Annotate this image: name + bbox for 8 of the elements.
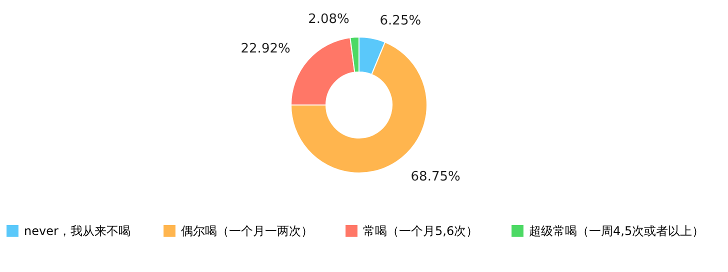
legend-label: never，我从来不喝 — [24, 224, 130, 238]
data-label: 6.25% — [380, 14, 422, 29]
data-label: 68.75% — [410, 170, 460, 185]
legend-label: 偶尔喝（一个月一两次） — [181, 224, 313, 238]
data-label: 22.92% — [240, 41, 290, 56]
legend-label: 常喝（一个月5,6次） — [363, 224, 478, 238]
data-label: 2.08% — [308, 12, 350, 28]
legend-label: 超级常喝（一周4,5次或者以上） — [529, 224, 704, 238]
